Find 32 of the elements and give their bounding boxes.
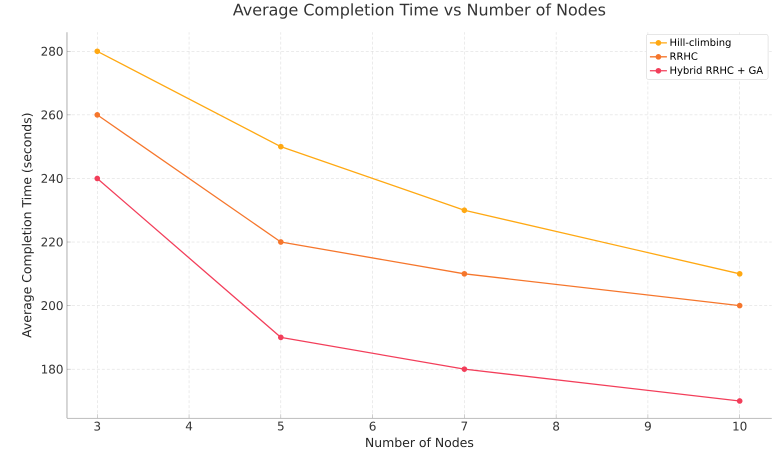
point [736, 398, 743, 404]
x-tick-label: 7 [462, 422, 468, 430]
x-tick-label: 5 [278, 422, 284, 430]
x-tick-label: 9 [644, 422, 651, 431]
point [278, 144, 284, 150]
legend-label: Hybrid RRHC + GA [670, 66, 764, 76]
legend-label: RRHC [670, 52, 698, 60]
y-tick-label: 260 [42, 110, 63, 120]
point [278, 334, 284, 340]
point [94, 112, 100, 118]
point [736, 270, 743, 277]
point [94, 48, 100, 54]
point [462, 366, 468, 372]
y-tick-label: 180 [42, 364, 63, 374]
y-tick-label: 220 [42, 237, 63, 246]
x-axis-title: Number of Nodes [366, 437, 474, 448]
point [736, 302, 743, 308]
x-tick-label: 4 [186, 422, 192, 430]
point [278, 239, 284, 245]
x-tick-label: 3 [94, 422, 100, 431]
point [462, 207, 468, 214]
x-tick-label: 6 [370, 422, 376, 431]
x-tick-label: 10 [733, 422, 746, 431]
y-tick-label: 280 [42, 46, 63, 56]
point [462, 270, 468, 277]
y-tick-label: 240 [42, 174, 63, 183]
x-tick-label: 8 [553, 422, 560, 431]
legend-label: Hill-climbing [670, 38, 730, 48]
chart-title: Average Completion Time vs Number of Nodes [232, 3, 606, 19]
y-axis-title: Average Completion Time (seconds) [22, 114, 34, 338]
point [94, 176, 100, 182]
y-tick-label: 200 [42, 301, 63, 310]
